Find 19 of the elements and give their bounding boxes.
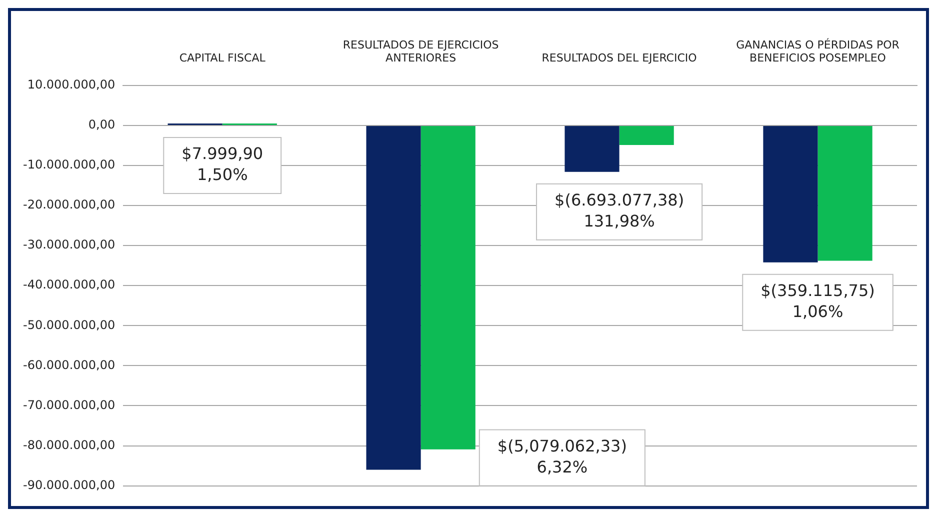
y-tick-label: -40.000.000,00 (22, 278, 116, 292)
annotation: $(6.693.077,38) 131,98% (554, 190, 684, 231)
y-tick-label: 10.000.000,00 (27, 78, 116, 92)
y-tick-label: -30.000.000,00 (22, 238, 116, 252)
annotation: $7.999,90 1,50% (182, 144, 264, 184)
y-tick-label: -60.000.000,00 (22, 358, 116, 372)
y-tick-label: -70.000.000,00 (22, 398, 116, 412)
x-tick-label: CAPITAL FISCAL (179, 52, 266, 65)
x-tick-label: RESULTADOS DE EJERCICIOS ANTERIORES (342, 38, 499, 65)
x-tick-label: GANANCIAS O PÉRDIDAS POR BENEFICIOS POSEMPLEO (736, 37, 900, 65)
y-tick-label: -80.000.000,00 (22, 438, 116, 452)
y-tick-label: -50.000.000,00 (22, 318, 116, 332)
annotation: $(5,079.062,33) 6,32% (497, 436, 627, 476)
y-tick-label: -20.000.000,00 (22, 198, 116, 212)
y-tick-label: 0,00 (88, 118, 116, 132)
y-tick-label: -10.000.000,00 (22, 158, 116, 172)
x-tick-label: RESULTADOS DEL EJERCICIO (542, 52, 698, 65)
annotation: $(359.115,75) 1,06% (760, 281, 875, 322)
y-tick-label: -90.000.000,00 (22, 478, 116, 492)
